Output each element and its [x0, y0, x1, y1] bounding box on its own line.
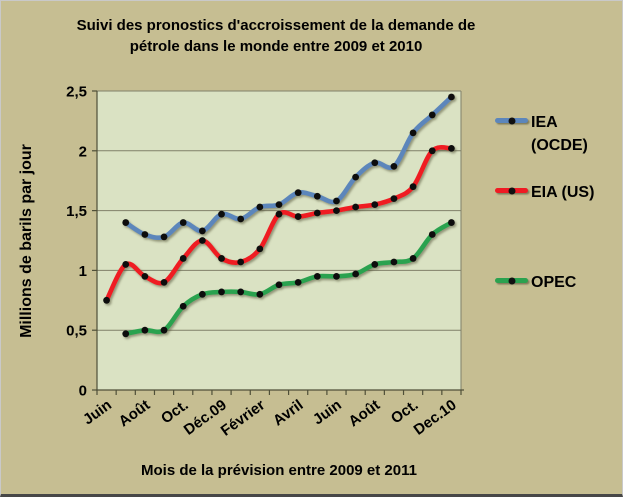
data-point-marker-eia-us: [198, 237, 206, 244]
data-point-marker-iea-ocde: [428, 111, 436, 119]
data-point-marker-eia-us: [256, 245, 264, 253]
x-tick-label: Avril: [270, 396, 307, 429]
data-point-marker-iea-ocde: [141, 231, 149, 238]
legend-label-iea-ocde: IEA (OCDE): [531, 114, 588, 155]
data-point-marker-opec: [409, 255, 417, 262]
data-point-marker-opec: [160, 326, 168, 334]
data-point-marker-opec: [198, 290, 206, 298]
data-point-marker-iea-ocde: [122, 219, 130, 226]
y-tick-label: 1,5: [66, 203, 87, 220]
x-tick-label: Février: [218, 396, 269, 439]
data-point-marker-eia-us: [333, 207, 340, 215]
data-point-marker-opec: [256, 290, 264, 298]
data-point-marker-iea-ocde: [352, 173, 360, 181]
data-point-marker-eia-us: [218, 255, 225, 262]
data-point-marker-opec: [141, 326, 149, 334]
data-point-marker-iea-ocde: [333, 197, 340, 205]
data-point-marker-iea-ocde: [198, 227, 206, 235]
data-point-marker-iea-ocde: [390, 162, 398, 170]
legend-line-swatch-opec: [495, 277, 528, 284]
data-point-marker-iea-ocde: [448, 93, 455, 101]
data-point-marker-opec: [352, 270, 360, 278]
y-tick-label: 2,5: [66, 84, 87, 101]
data-point-marker-eia-us: [428, 147, 436, 155]
y-tick-label: 1: [79, 263, 87, 280]
legend-line-swatch-iea: [495, 117, 528, 124]
x-tick-label: Juin: [80, 396, 115, 428]
series-group: [103, 93, 455, 338]
data-point-marker-iea-ocde: [179, 219, 187, 226]
data-point-marker-eia-us: [160, 278, 168, 286]
data-point-marker-iea-ocde: [294, 189, 302, 197]
legend-marker-dot-icon: [508, 277, 515, 284]
data-point-marker-opec: [313, 272, 321, 280]
data-point-marker-opec: [390, 258, 398, 266]
legend-label-opec: OPEC: [531, 274, 577, 291]
data-point-marker-eia-us: [448, 145, 455, 152]
data-point-marker-iea-ocde: [409, 129, 417, 137]
data-point-marker-eia-us: [352, 203, 360, 211]
data-point-marker-opec: [448, 219, 455, 226]
data-point-marker-opec: [371, 261, 379, 268]
data-point-marker-opec: [428, 231, 436, 238]
data-point-marker-eia-us: [141, 272, 149, 280]
legend-marker-dot-icon: [508, 187, 515, 194]
chart-title-text: Suivi des pronostics d'accroissement de …: [76, 17, 476, 55]
legend-item-opec: OPEC: [495, 271, 609, 294]
data-point-marker-iea-ocde: [275, 201, 283, 209]
data-point-marker-eia-us: [275, 210, 283, 218]
data-point-marker-iea-ocde: [218, 210, 225, 218]
plot-background: [97, 91, 461, 390]
data-point-marker-opec: [179, 302, 187, 310]
x-tick-label: Dec.10: [411, 396, 460, 438]
legend-item-eia-us: EIA (US): [495, 181, 609, 204]
data-point-marker-iea-ocde: [237, 215, 245, 223]
data-point-marker-opec: [294, 278, 302, 286]
data-point-marker-eia-us: [122, 261, 130, 268]
data-point-marker-iea-ocde: [313, 192, 321, 200]
x-axis-title: Mois de la prévision entre 2009 et 2011: [141, 462, 417, 479]
legend: IEA (OCDE) EIA (US) OPEC: [495, 1, 621, 401]
y-tick-label: 2: [79, 143, 87, 160]
y-tick-label: 0,5: [66, 323, 87, 340]
data-point-marker-eia-us: [390, 195, 398, 203]
legend-line-swatch-eia: [495, 187, 528, 194]
legend-item-iea-ocde: IEA (OCDE): [495, 111, 609, 157]
data-point-marker-iea-ocde: [371, 159, 379, 167]
data-point-marker-eia-us: [371, 201, 379, 209]
data-point-marker-opec: [333, 272, 340, 280]
x-tick-label: Août: [346, 396, 384, 430]
data-point-marker-opec: [237, 288, 245, 296]
data-point-marker-eia-us: [294, 213, 302, 220]
legend-label-eia-us: EIA (US): [531, 184, 595, 201]
chart-title: Suivi des pronostics d'accroissement de …: [31, 15, 521, 57]
y-axis-title: Millions de barils par jour: [18, 144, 35, 338]
x-tick-label: Août: [116, 396, 154, 430]
y-tick-label: 0: [79, 383, 87, 400]
data-point-marker-opec: [122, 330, 130, 338]
data-point-marker-eia-us: [409, 183, 417, 191]
legend-marker-dot-icon: [508, 117, 515, 124]
data-point-marker-opec: [218, 288, 225, 296]
x-tick-label: Juin: [310, 396, 345, 428]
data-point-marker-eia-us: [103, 296, 110, 304]
data-point-marker-eia-us: [237, 258, 245, 266]
data-point-marker-iea-ocde: [160, 233, 168, 241]
data-point-marker-opec: [275, 281, 283, 289]
data-point-marker-iea-ocde: [256, 203, 264, 211]
data-point-marker-eia-us: [313, 209, 321, 217]
data-point-marker-eia-us: [179, 255, 187, 262]
